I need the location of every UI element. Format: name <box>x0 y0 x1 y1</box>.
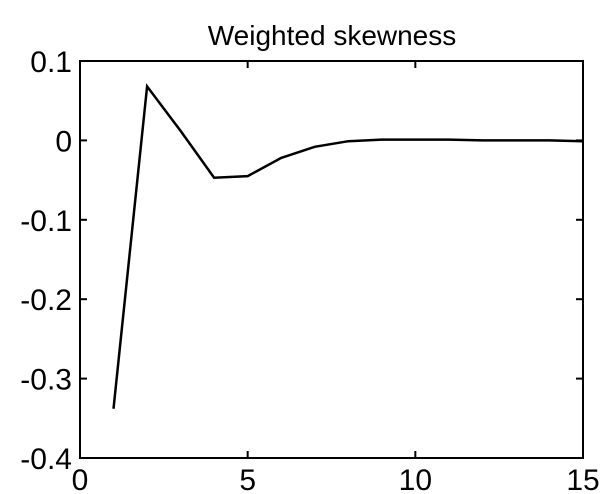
x-tick-label: 0 <box>72 464 89 494</box>
y-tick-label: -0.4 <box>20 443 72 476</box>
series-line <box>112 83 584 409</box>
series-group <box>112 83 584 409</box>
tick-labels: 0 5 10 15 0.1 0 -0.1 -0.2 -0.3 -0.4 <box>20 46 599 494</box>
x-tick-label: 10 <box>399 464 432 494</box>
y-tick-label: -0.3 <box>20 364 72 397</box>
plot-area <box>79 60 584 459</box>
x-tick-label: 15 <box>566 464 599 494</box>
y-tick-label: 0 <box>55 125 72 158</box>
y-tick-label: 0.1 <box>30 46 72 79</box>
y-tick-label: -0.2 <box>20 284 72 317</box>
y-tick-label: -0.1 <box>20 205 72 238</box>
x-tick-label: 5 <box>239 464 256 494</box>
chart-title: Weighted skewness <box>208 20 457 51</box>
axis-ticks <box>79 60 584 459</box>
